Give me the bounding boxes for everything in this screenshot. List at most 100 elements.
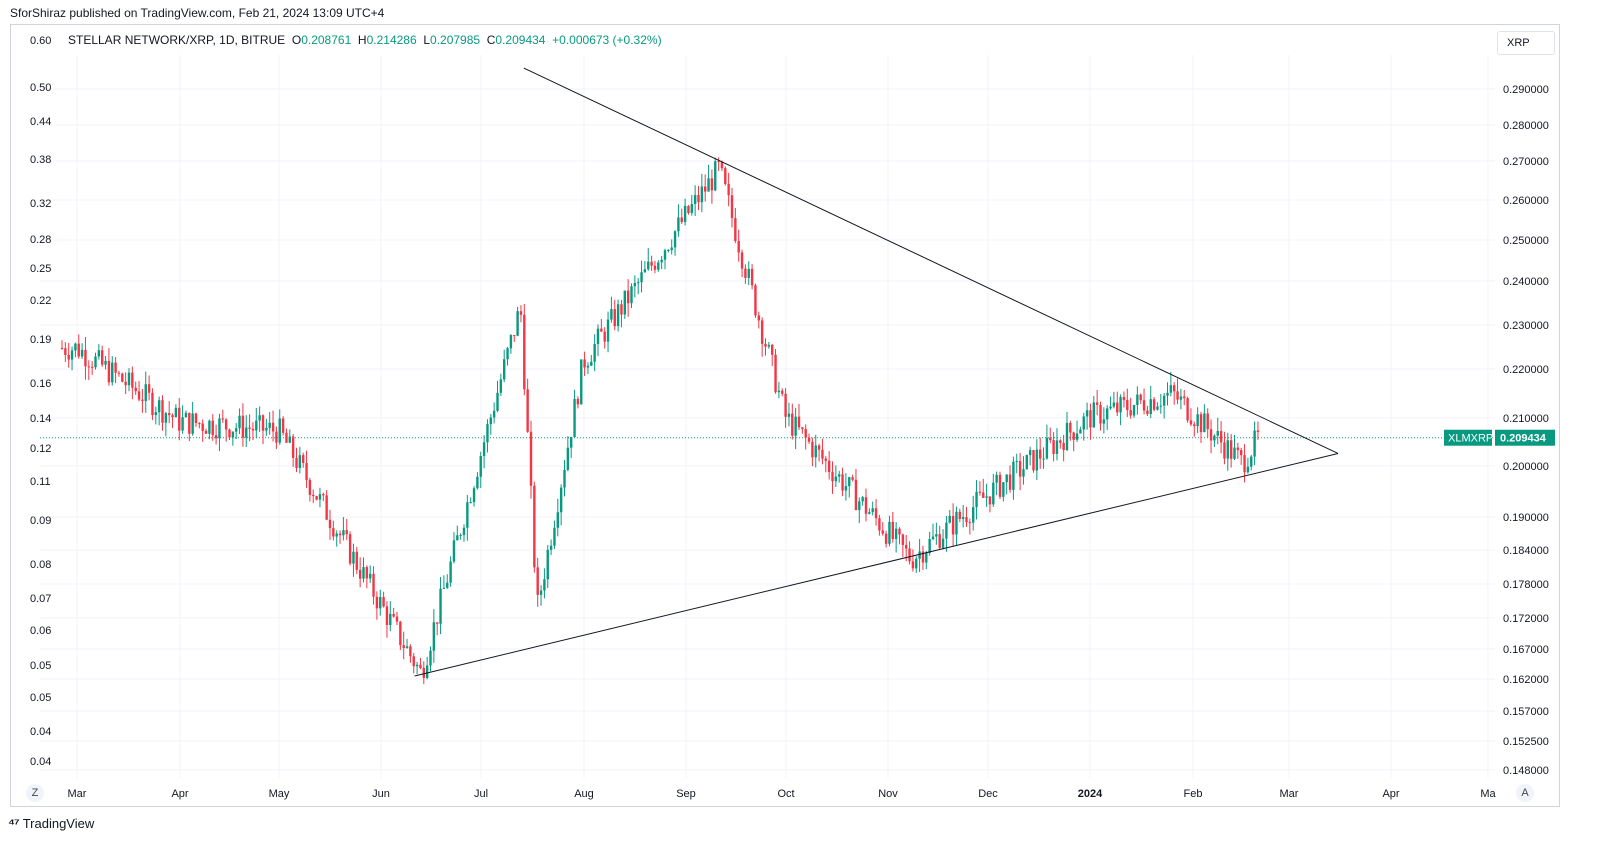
candle-body bbox=[764, 343, 767, 347]
candle-body bbox=[268, 422, 271, 428]
candle-body bbox=[556, 512, 559, 528]
candle-body bbox=[1183, 396, 1186, 399]
candle-body bbox=[379, 597, 382, 609]
candle-body bbox=[1156, 406, 1159, 410]
right-axis-tick: 0.148000 bbox=[1503, 765, 1549, 777]
candle-body bbox=[945, 522, 948, 539]
candle-body bbox=[1250, 456, 1253, 467]
candle-body bbox=[452, 540, 456, 562]
candle-body bbox=[606, 319, 610, 342]
candle-body bbox=[181, 417, 184, 431]
candle-body bbox=[968, 522, 972, 524]
candle-body bbox=[462, 527, 466, 535]
candle-body bbox=[1169, 385, 1173, 393]
candle-body bbox=[1173, 385, 1176, 392]
candle-body bbox=[1065, 422, 1069, 451]
candle-body bbox=[1186, 398, 1189, 421]
candle-body bbox=[536, 567, 539, 595]
candle-body bbox=[1002, 482, 1005, 497]
candle-body bbox=[1106, 408, 1109, 420]
candle-body bbox=[375, 596, 379, 609]
candle-body bbox=[767, 344, 771, 347]
candle-body bbox=[905, 544, 908, 549]
candle-body bbox=[1039, 449, 1042, 459]
left-axis-tick: 0.12 bbox=[30, 443, 51, 455]
candle-body bbox=[449, 561, 452, 583]
candle-body bbox=[1126, 400, 1129, 411]
left-axis-tick: 0.04 bbox=[30, 756, 51, 768]
candle-body bbox=[385, 606, 389, 626]
right-axis-tick: 0.270000 bbox=[1503, 156, 1549, 168]
candle-body bbox=[245, 427, 248, 438]
currency-scale-button[interactable]: XRP bbox=[1497, 31, 1555, 55]
candle-body bbox=[623, 290, 626, 315]
publisher-header: SforShiraz published on TradingView.com,… bbox=[10, 6, 385, 20]
candle-body bbox=[121, 373, 124, 382]
candle-body bbox=[677, 217, 680, 232]
candle-body bbox=[884, 533, 888, 544]
candle-body bbox=[1032, 450, 1035, 471]
candle-body bbox=[724, 168, 727, 184]
candle-body bbox=[241, 415, 245, 438]
candle-body bbox=[563, 469, 566, 488]
open-value: 0.208761 bbox=[301, 33, 352, 47]
candle-body bbox=[472, 488, 476, 503]
candle-body bbox=[1243, 455, 1246, 473]
time-axis-tick: Ma bbox=[1480, 788, 1496, 800]
candle-body bbox=[1119, 396, 1122, 413]
candle-body bbox=[898, 528, 901, 535]
candle-body bbox=[147, 384, 151, 393]
candle-body bbox=[188, 412, 191, 434]
candle-body bbox=[838, 474, 841, 477]
left-axis-tick: 0.11 bbox=[30, 476, 51, 488]
candle-body bbox=[827, 460, 831, 473]
candle-body bbox=[201, 423, 204, 431]
candle-body bbox=[1102, 419, 1106, 424]
candle-body bbox=[988, 496, 992, 505]
candle-body bbox=[717, 161, 720, 163]
candle-body bbox=[348, 534, 352, 564]
candle-body bbox=[1179, 396, 1183, 400]
time-axis-tick: Feb bbox=[1184, 788, 1203, 800]
candle-body bbox=[97, 350, 101, 357]
candle-body bbox=[975, 491, 978, 508]
candle-body bbox=[1256, 430, 1260, 432]
candle-body bbox=[831, 472, 834, 482]
candle-body bbox=[442, 587, 446, 589]
left-axis-tick: 0.05 bbox=[30, 692, 51, 704]
candle-body bbox=[1075, 433, 1079, 440]
time-axis-tick: Jul bbox=[474, 788, 488, 800]
candle-body bbox=[295, 457, 298, 468]
candle-body bbox=[787, 413, 791, 417]
candle-body bbox=[178, 407, 181, 431]
candle-body bbox=[1203, 413, 1206, 433]
candle-body bbox=[868, 512, 871, 514]
left-axis-tick: 0.19 bbox=[30, 334, 51, 346]
candle-body bbox=[513, 335, 516, 337]
time-axis-tick: 2024 bbox=[1078, 788, 1103, 800]
candle-body bbox=[817, 445, 821, 450]
symbol-title: STELLAR NETWORK/XRP, 1D, BITRUE bbox=[68, 33, 286, 47]
candle-body bbox=[231, 431, 235, 438]
candle-body bbox=[1236, 447, 1240, 451]
candle-body bbox=[553, 527, 556, 546]
candle-body bbox=[640, 272, 643, 283]
candle-body bbox=[275, 431, 278, 443]
time-axis-tick: Aug bbox=[574, 788, 594, 800]
candle-body bbox=[168, 413, 171, 416]
zoom-button[interactable]: Z bbox=[26, 784, 44, 802]
candle-body bbox=[985, 496, 988, 498]
candle-body bbox=[593, 343, 596, 362]
candle-body bbox=[1018, 461, 1022, 477]
candle-body bbox=[851, 477, 854, 480]
candle-body bbox=[693, 195, 697, 204]
candle-body bbox=[757, 315, 760, 321]
candle-body bbox=[948, 515, 951, 523]
candle-body bbox=[673, 231, 677, 248]
auto-scale-button[interactable]: A bbox=[1516, 784, 1534, 802]
candle-body bbox=[1049, 437, 1052, 441]
candle-body bbox=[134, 387, 137, 392]
candle-body bbox=[80, 349, 84, 357]
candle-body bbox=[288, 436, 291, 443]
